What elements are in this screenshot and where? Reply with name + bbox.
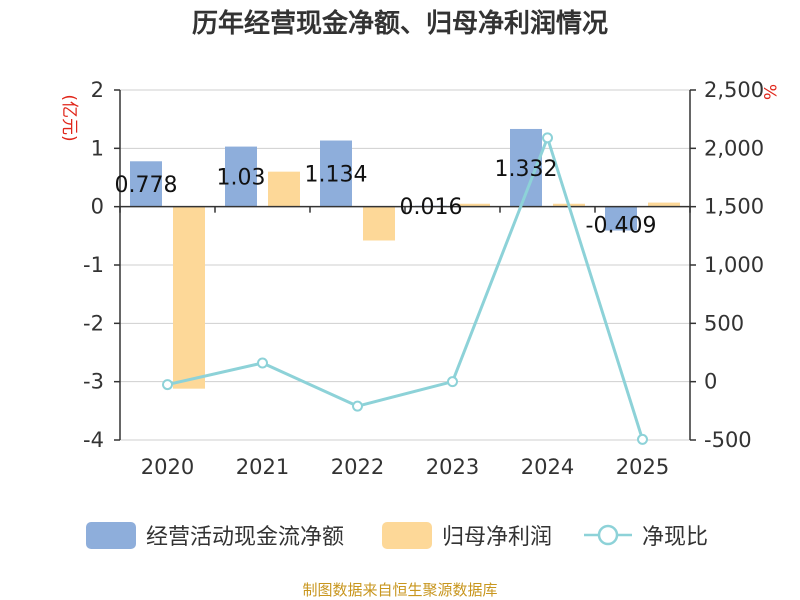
left-axis-tick-label: 1	[91, 136, 104, 160]
left-axis-tick-label: -3	[83, 370, 104, 394]
chart-title: 历年经营现金净额、归母净利润情况	[192, 8, 608, 39]
data-source: 制图数据来自恒生聚源数据库	[302, 581, 497, 599]
data-labels: 0.778 1.03 1.134 0.016 1.332 -0.409	[115, 157, 657, 239]
right-axis-tick-label: 1,000	[704, 253, 764, 277]
right-axis-tick-label: 2,500	[704, 78, 764, 102]
legend-swatch-netprofit	[382, 522, 432, 549]
bar-netprofit[interactable]	[173, 206, 205, 389]
bar-netprofit[interactable]	[458, 203, 490, 207]
left-axis-tick-label: 0	[91, 195, 104, 219]
tick-labels: 2 1 0 -1 -2 -3 -4 2,500 2,000 1,500 1,000 500 0 -500 2…	[83, 78, 764, 479]
legend-marker-ratio	[597, 524, 619, 546]
data-label-cashflow: -0.409	[586, 214, 657, 239]
bars	[130, 128, 680, 389]
grid-lines	[120, 89, 690, 441]
ratio-point[interactable]	[637, 433, 648, 445]
bar-netprofit[interactable]	[363, 206, 395, 241]
left-axis-tick-label: -1	[83, 253, 104, 277]
legend-label-ratio: 净现比	[642, 525, 708, 550]
ratio-point[interactable]	[447, 376, 458, 388]
bar-netprofit[interactable]	[268, 171, 300, 207]
bar-cashflow[interactable]	[605, 206, 637, 231]
right-axis-tick-label: -500	[704, 428, 752, 452]
legend-item-cashflow[interactable]: 经营活动现金流净额	[86, 522, 344, 550]
data-label-cashflow: 1.332	[495, 157, 558, 182]
legend-label-netprofit: 归母净利润	[442, 525, 552, 550]
left-axis-tick-label: -4	[83, 428, 104, 452]
bar-cashflow[interactable]	[320, 140, 352, 207]
data-label-cashflow: 1.03	[217, 166, 266, 191]
data-label-cashflow: 0.778	[115, 173, 178, 198]
right-axis-tick-label: 500	[704, 311, 744, 335]
ratio-point[interactable]	[542, 132, 553, 144]
legend-item-netprofit[interactable]: 归母净利润	[382, 522, 552, 550]
bar-cashflow[interactable]	[130, 161, 162, 207]
legend-swatch-cashflow	[86, 522, 136, 549]
axes	[114, 89, 696, 441]
x-axis-tick-label: 2020	[141, 455, 194, 479]
left-axis-tick-label: 2	[91, 78, 104, 102]
left-axis-unit: (亿元)	[59, 94, 79, 141]
right-axis-tick-label: 1,500	[704, 195, 764, 219]
ratio-point[interactable]	[352, 400, 363, 412]
ratio-point[interactable]	[257, 357, 268, 369]
right-axis-unit: %	[759, 84, 779, 100]
bar-cashflow[interactable]	[225, 146, 257, 207]
legend-label-cashflow: 经营活动现金流净额	[146, 525, 344, 550]
ratio-series-line	[167, 133, 644, 440]
x-axis-tick-label: 2025	[616, 455, 669, 479]
left-axis-tick-label: -2	[83, 311, 104, 335]
legend-item-ratio[interactable]: 净现比	[584, 524, 708, 550]
x-axis-tick-label: 2021	[236, 455, 289, 479]
x-axis-tick-label: 2023	[426, 455, 479, 479]
ratio-point[interactable]	[162, 379, 173, 391]
data-label-cashflow: 0.016	[400, 195, 463, 220]
legend: 经营活动现金流净额 归母净利润 净现比	[86, 522, 708, 550]
x-axis-tick-label: 2022	[331, 455, 384, 479]
bar-netprofit[interactable]	[648, 202, 680, 207]
x-axis-tick-label: 2024	[521, 455, 574, 479]
right-axis-tick-label: 0	[704, 370, 717, 394]
right-axis-tick-label: 2,000	[704, 136, 764, 160]
ratio-line	[162, 132, 648, 445]
data-label-cashflow: 1.134	[305, 163, 368, 188]
